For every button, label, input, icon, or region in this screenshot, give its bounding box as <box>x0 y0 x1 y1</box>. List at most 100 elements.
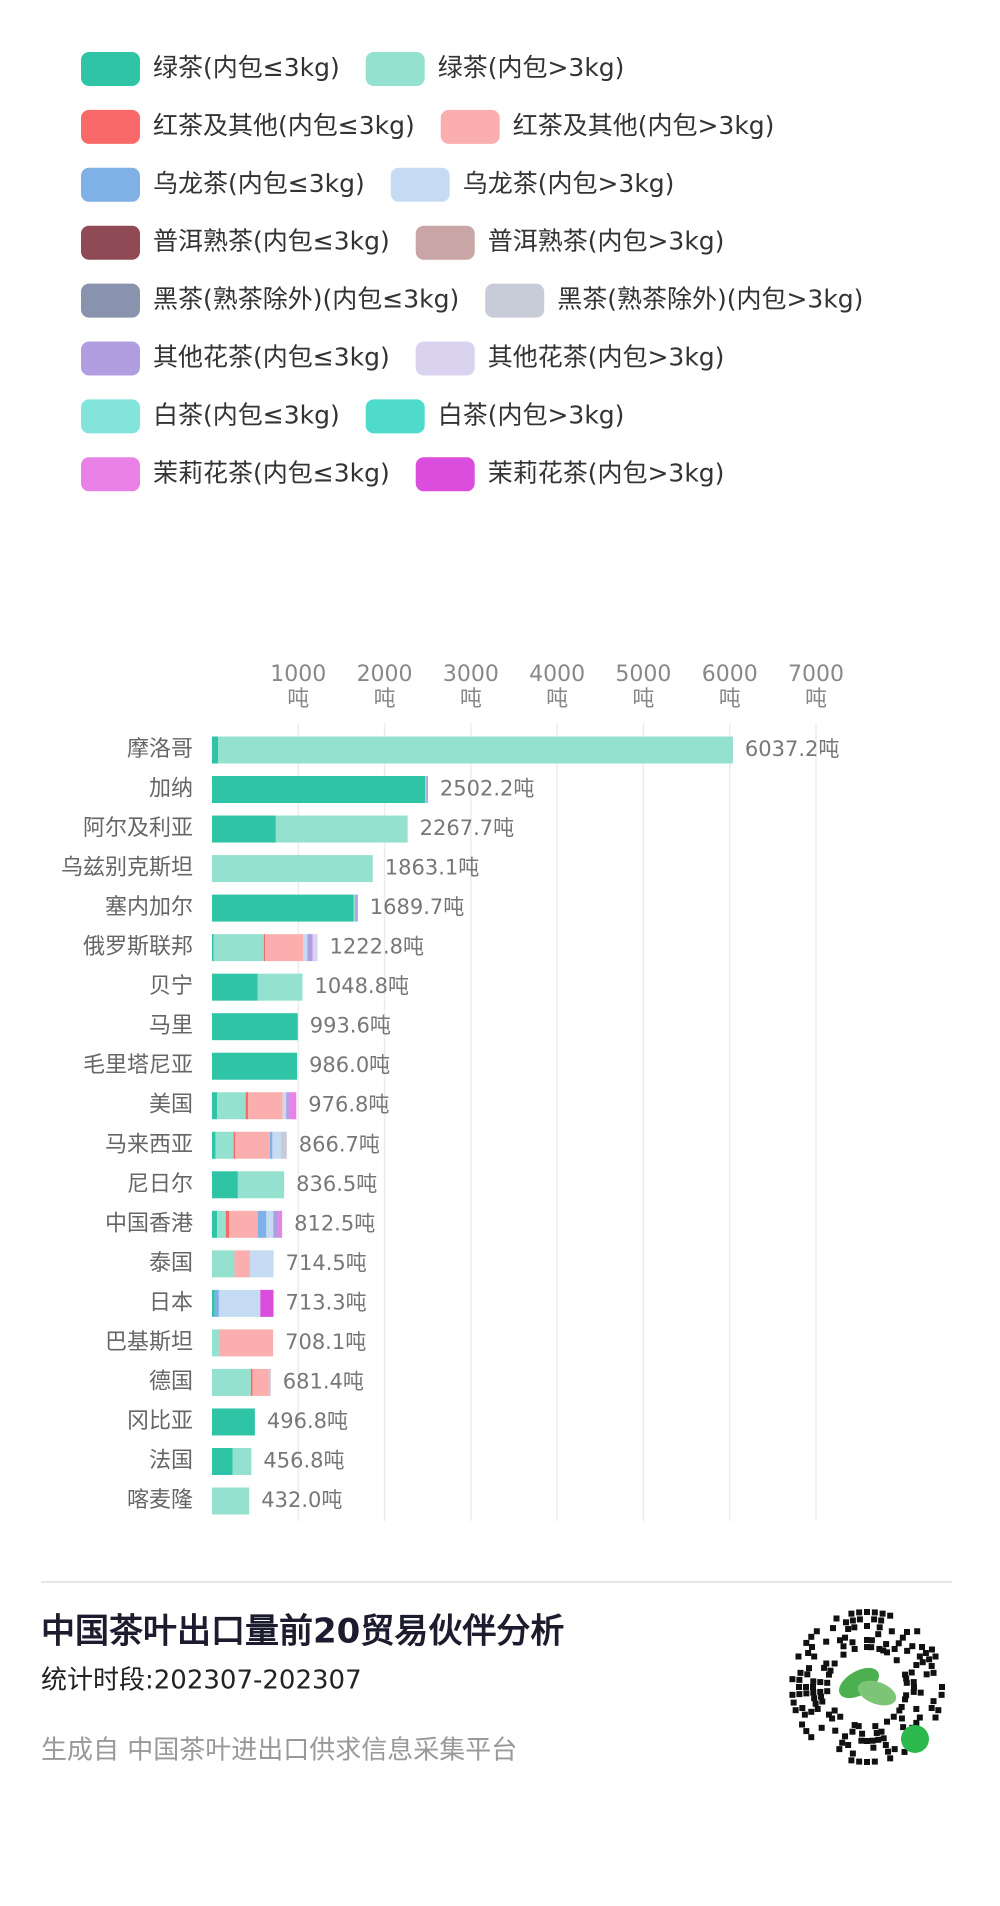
qr-dot <box>903 1675 910 1682</box>
qr-dot <box>808 1633 815 1640</box>
qr-dot <box>799 1721 806 1728</box>
qr-dot <box>832 1727 839 1734</box>
qr-dot <box>856 1616 863 1623</box>
y-tick-label: 乌兹别克斯坦 <box>61 856 193 881</box>
qr-dot <box>880 1647 887 1654</box>
qr-dot <box>909 1643 916 1650</box>
bar-segment <box>212 855 373 883</box>
bar-segment <box>218 736 733 764</box>
y-tick-label: 中国香港 <box>105 1211 193 1236</box>
qr-dot <box>856 1609 863 1616</box>
bar-segment <box>212 894 354 922</box>
total-label: 836.5吨 <box>296 1172 377 1196</box>
x-tick-unit: 吨 <box>374 687 396 712</box>
bar-segment <box>266 1210 274 1238</box>
qr-dot <box>823 1660 830 1667</box>
total-label: 993.6吨 <box>310 1014 391 1038</box>
qr-dot <box>856 1758 863 1765</box>
qr-dot <box>913 1662 920 1669</box>
bar-segment <box>265 934 304 962</box>
qr-dot <box>916 1714 923 1721</box>
qr-dot <box>831 1660 838 1667</box>
legend-swatch <box>81 341 140 376</box>
legend-swatch <box>81 457 140 492</box>
qr-dot <box>888 1628 895 1635</box>
qr-dot <box>932 1653 939 1660</box>
qr-dot <box>819 1698 826 1705</box>
qr-code <box>789 1609 945 1765</box>
bar-segment <box>233 1131 236 1159</box>
qr-dot <box>916 1653 923 1660</box>
bar-segment <box>225 1210 230 1238</box>
x-tick-unit: 吨 <box>546 687 568 712</box>
qr-dot <box>829 1715 836 1722</box>
total-label: 496.8吨 <box>267 1409 348 1433</box>
total-label: 812.5吨 <box>294 1211 375 1235</box>
qr-dot <box>878 1728 885 1735</box>
qr-dot <box>789 1676 796 1683</box>
qr-dot <box>812 1700 819 1707</box>
qr-dot <box>878 1617 885 1624</box>
qr-dot <box>896 1707 903 1714</box>
bar-segment <box>212 1368 251 1396</box>
qr-dot <box>830 1625 836 1632</box>
qr-dot <box>868 1637 875 1644</box>
qr-dot <box>836 1746 843 1753</box>
qr-dot <box>855 1723 862 1730</box>
qr-dot <box>842 1733 849 1740</box>
qr-dot <box>851 1624 858 1631</box>
qr-dot <box>814 1705 821 1712</box>
qr-dot <box>876 1624 883 1631</box>
qr-dot <box>926 1656 933 1663</box>
qr-dot <box>901 1748 908 1755</box>
x-tick-label: 2000 <box>357 662 413 687</box>
qr-dot <box>849 1728 856 1735</box>
qr-dot <box>873 1729 880 1736</box>
bar-segment <box>263 934 266 962</box>
legend-label: 茉莉花茶(内包>3kg) <box>488 458 725 487</box>
bar-segment <box>355 894 358 922</box>
qr-dot <box>849 1639 856 1646</box>
y-tick-label: 俄罗斯联邦 <box>83 935 193 960</box>
qr-dot <box>902 1671 909 1678</box>
total-label: 1222.8吨 <box>330 935 424 959</box>
qr-dot <box>928 1705 935 1712</box>
y-tick-label: 巴基斯坦 <box>105 1330 193 1355</box>
y-tick-label: 德国 <box>149 1369 193 1394</box>
qr-dot <box>858 1737 865 1744</box>
qr-dot <box>810 1689 817 1696</box>
x-tick-label: 7000 <box>788 662 844 687</box>
bar-segment <box>278 1210 283 1238</box>
bar-segment <box>250 1368 253 1396</box>
bar-segment <box>237 1171 285 1199</box>
y-tick-label: 泰国 <box>149 1251 193 1276</box>
bar-segment <box>307 934 313 962</box>
legend-swatch <box>485 283 545 318</box>
bar-segment <box>257 973 303 1001</box>
qr-dot <box>902 1696 909 1703</box>
chart-title: 中国茶叶出口量前20贸易伙伴分析 <box>41 1612 564 1652</box>
total-label: 432.0吨 <box>261 1488 342 1512</box>
bar-segment <box>245 1092 249 1120</box>
qr-dot <box>917 1689 924 1696</box>
total-label: 976.8吨 <box>308 1093 389 1117</box>
y-tick-label: 美国 <box>149 1093 193 1118</box>
y-tick-label: 阿尔及利亚 <box>83 816 193 841</box>
qr-dot <box>910 1679 917 1686</box>
qr-dot <box>871 1609 878 1616</box>
qr-dot <box>808 1734 815 1741</box>
legend-label: 白茶(内包>3kg) <box>438 400 625 429</box>
total-label: 708.1吨 <box>285 1330 366 1354</box>
total-label: 714.5吨 <box>286 1251 367 1275</box>
qr-dot <box>803 1728 810 1735</box>
legend-swatch <box>365 52 425 86</box>
legend-swatch <box>415 225 475 260</box>
qr-dot <box>898 1704 905 1710</box>
bar-segment <box>213 934 264 962</box>
qr-dot <box>851 1645 858 1652</box>
bar-segment <box>218 1329 274 1357</box>
bar-segment <box>257 1210 267 1238</box>
qr-dot <box>864 1738 870 1744</box>
qr-dot <box>939 1684 945 1690</box>
